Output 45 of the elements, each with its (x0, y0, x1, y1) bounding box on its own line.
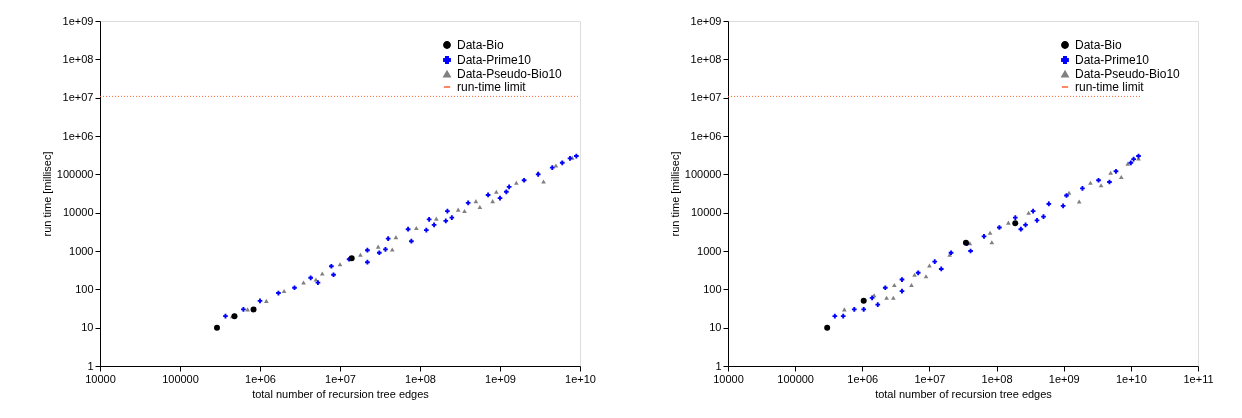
y-tick-label: 1e+06 (690, 129, 722, 142)
x-tick-label: 100000 (162, 372, 199, 385)
y-tick-label: 1e+08 (62, 52, 94, 65)
y-tick-label: 10 (81, 321, 94, 334)
legend-label: Data-Bio (1075, 38, 1123, 52)
y-axis-title: run time [millisec] (40, 151, 53, 237)
x-tick-label: 1e+07 (914, 372, 946, 385)
y-tick-label: 1000 (697, 244, 722, 257)
y-tick-label: 10000 (62, 206, 94, 219)
y-tick-label: 1e+07 (690, 91, 722, 104)
x-tick-label: 1e+06 (847, 372, 879, 385)
y-tick-label: 1 (87, 359, 94, 372)
legend-label: Data-Prime10 (1075, 53, 1150, 67)
y-tick-label: 1e+07 (62, 91, 94, 104)
y-tick-label: 1000 (69, 244, 94, 257)
y-tick-label: 100 (703, 282, 722, 295)
x-tick-label: 1e+11 (1183, 372, 1214, 385)
x-tick-label: 1e+09 (485, 372, 516, 385)
legend-label: Data-Bio (457, 38, 505, 52)
y-tick-label: 1e+09 (690, 14, 722, 27)
x-tick-label: 1e+10 (1115, 372, 1147, 385)
y-tick-label: 1e+06 (62, 129, 94, 142)
x-tick-label: 1e+10 (565, 372, 596, 385)
y-tick-label: 1e+08 (690, 52, 722, 65)
y-tick-label: 100 (75, 282, 94, 295)
x-tick-label: 1e+08 (405, 372, 436, 385)
legend-label: Data-Prime10 (457, 53, 532, 67)
legend-label: run-time limit (457, 80, 527, 94)
y-tick-label: 100000 (56, 167, 94, 180)
x-tick-label: 100000 (777, 372, 814, 385)
y-tick-label: 10 (709, 321, 722, 334)
legend-label: Data-Pseudo-Bio10 (457, 67, 563, 81)
legend-label: run-time limit (1075, 80, 1145, 94)
y-tick-label: 10000 (690, 206, 722, 219)
legend-label: Data-Pseudo-Bio10 (1075, 67, 1181, 81)
x-tick-label: 1e+08 (981, 372, 1013, 385)
x-axis-title: total number of recursion tree edges (252, 387, 430, 400)
x-tick-label: 1e+06 (245, 372, 276, 385)
x-axis-title: total number of recursion tree edges (875, 387, 1053, 400)
y-axis-title: run time [millisec] (668, 151, 681, 237)
y-tick-label: 1e+09 (62, 14, 94, 27)
y-tick-label: 100000 (684, 167, 722, 180)
y-tick-label: 1 (715, 359, 722, 372)
x-tick-label: 1e+09 (1048, 372, 1080, 385)
x-tick-label: 1e+07 (325, 372, 356, 385)
